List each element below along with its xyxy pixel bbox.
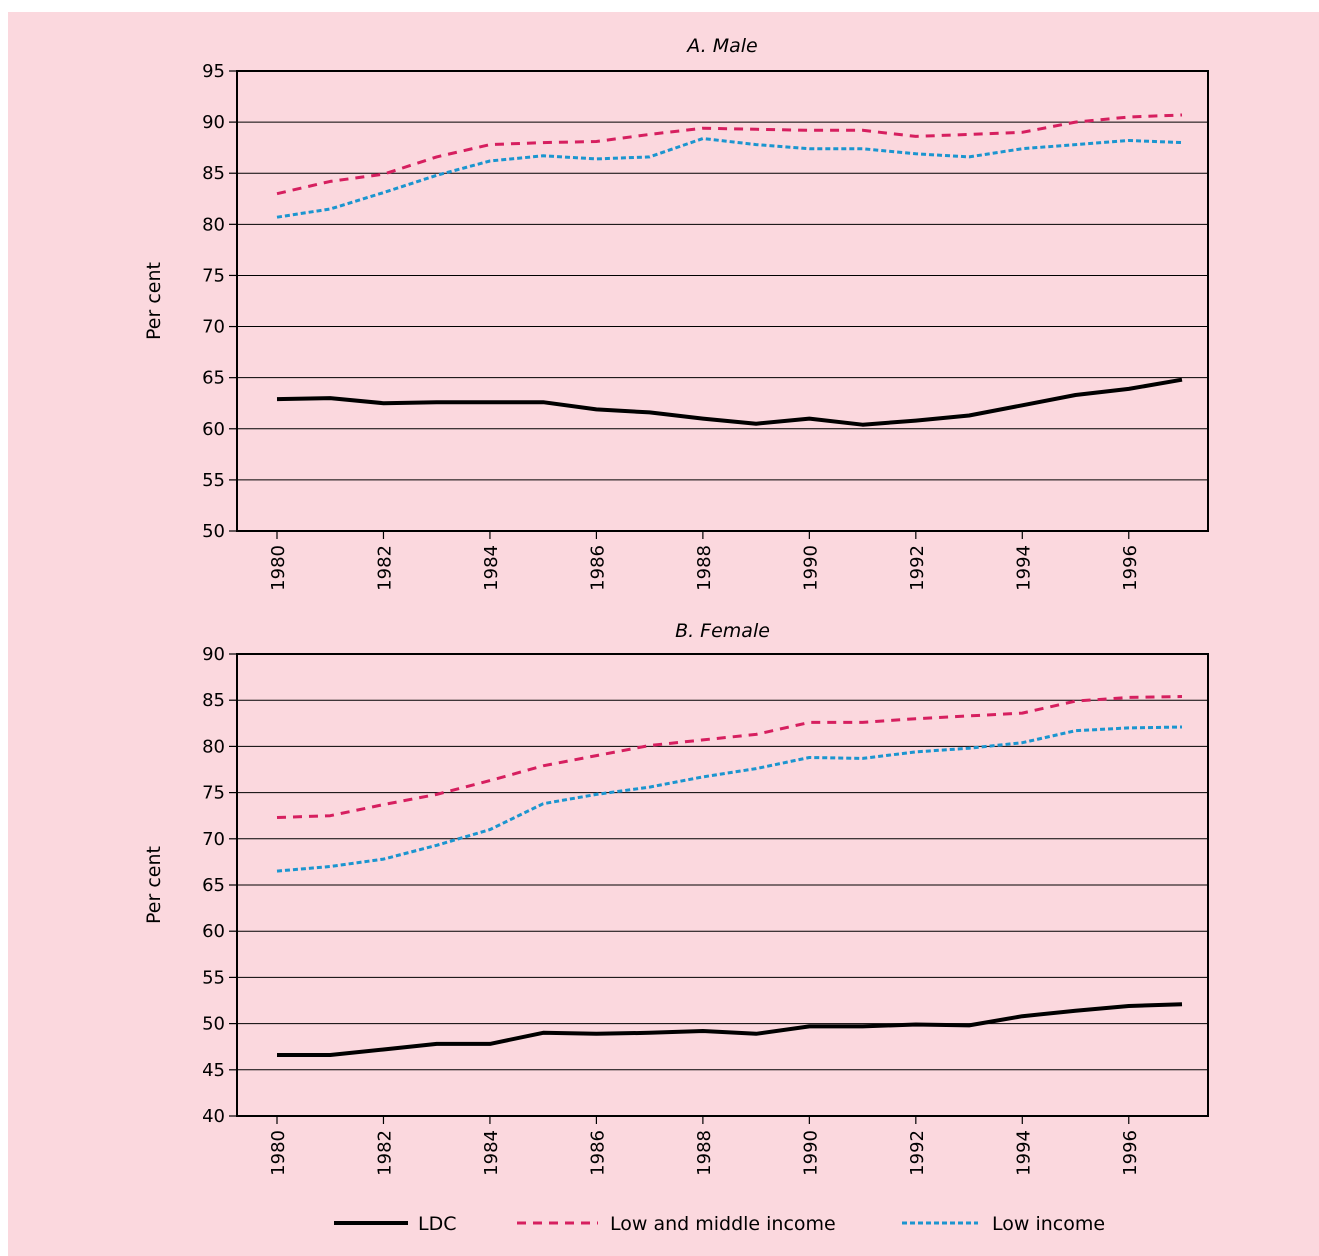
legend-label: Low and middle income [610,1213,836,1235]
panel-title: A. Male [685,35,757,57]
series-line-ldc [276,377,1183,427]
x-tick-label: 1990 [800,545,821,591]
legend: LDC Low and middle income Low income [334,1213,1105,1235]
y-tick-label: 80 [202,736,225,757]
x-tick-label: 1980 [268,1130,289,1176]
y-tick-label: 40 [202,1106,225,1127]
y-tick-label: 75 [202,265,225,286]
y-tick-label: 60 [202,419,225,440]
series-line-ldc [277,1002,1183,1057]
x-tick-label: 1980 [268,545,289,591]
y-axis-label: Per cent [143,262,165,340]
y-tick-label: 55 [202,967,225,988]
series-line-low-and-middle-income [276,695,1183,819]
x-tick-label: 1984 [481,1130,502,1176]
y-tick-label: 80 [202,214,225,235]
x-tick-label: 1988 [694,1130,715,1176]
x-tick-label: 1982 [374,1130,395,1176]
x-tick-label: 1994 [1013,1130,1034,1176]
x-tick-label: 1996 [1120,545,1141,591]
x-tick-label: 1992 [907,1130,928,1176]
series-line-low-income [276,137,1183,219]
y-axis-label: Per cent [143,846,165,924]
plot-frame [236,70,1209,532]
y-tick-label: 90 [202,112,225,133]
y-tick-label: 60 [202,921,225,942]
chart-background [8,12,1319,1256]
y-tick-label: 90 [202,644,225,665]
x-tick-label: 1986 [587,1130,608,1176]
y-tick-label: 55 [202,470,225,491]
legend-label: Low income [992,1213,1105,1235]
y-tick-label: 50 [202,1014,225,1035]
legend-label: LDC [418,1213,456,1235]
y-tick-label: 70 [202,317,225,338]
x-tick-label: 1996 [1120,1130,1141,1176]
x-tick-label: 1988 [694,545,715,591]
y-tick-label: 95 [202,61,225,82]
x-tick-label: 1982 [374,545,395,591]
x-tick-label: 1984 [481,545,502,591]
panel-title: B. Female [675,620,770,642]
y-tick-label: 85 [202,690,225,711]
y-tick-label: 65 [202,875,225,896]
panel-female: B. Female 40 45 50 55 60 65 70 75 80 85 90 1980 1982 1… [143,620,1209,1176]
x-tick-label: 1986 [587,545,608,591]
y-tick-label: 70 [202,829,225,850]
y-tick-label: 50 [202,521,225,542]
plot-frame [236,653,1209,1117]
y-tick-label: 75 [202,783,225,804]
series-line-low-income [276,725,1183,873]
x-tick-label: 1992 [907,545,928,591]
x-tick-label: 1994 [1013,545,1034,591]
y-tick-label: 85 [202,163,225,184]
y-tick-label: 65 [202,368,225,389]
x-tick-label: 1990 [800,1130,821,1176]
y-tick-label: 45 [202,1060,225,1081]
panel-male: A. Male 50 55 60 65 70 75 80 85 90 95 1980 1982 1984 1… [143,35,1209,591]
